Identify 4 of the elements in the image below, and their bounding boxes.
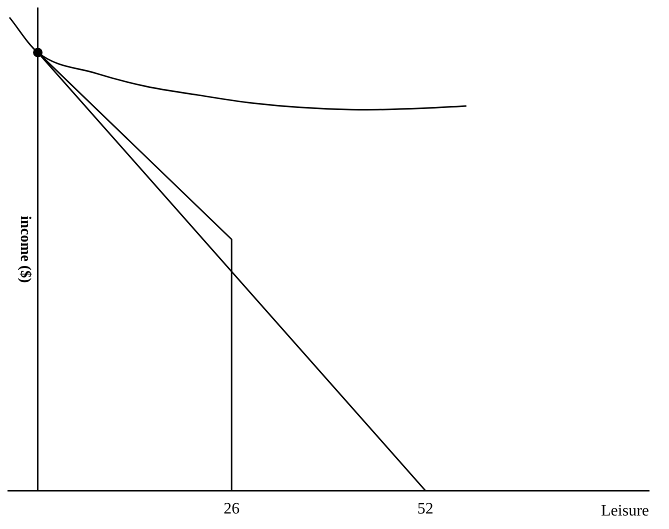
x-axis-title: Leisure bbox=[601, 502, 649, 520]
x-tick-label: 26 bbox=[224, 500, 240, 518]
y-axis-title: income ($) bbox=[16, 216, 33, 283]
x-tick-label: 52 bbox=[417, 500, 434, 518]
